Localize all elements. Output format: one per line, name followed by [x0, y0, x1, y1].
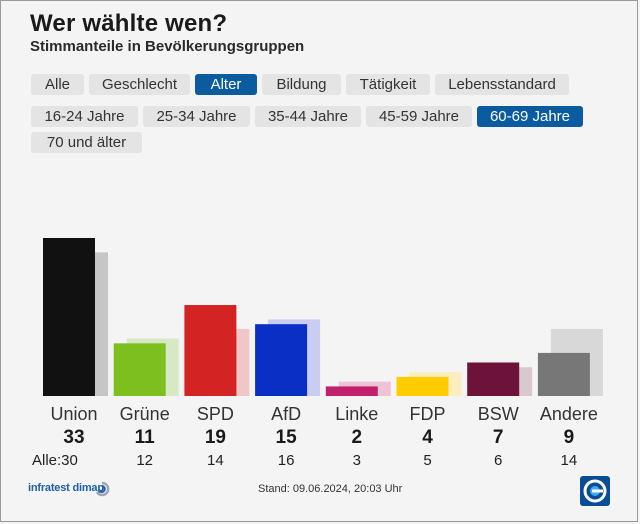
- all-value-label-linke: 3: [353, 452, 361, 469]
- bar-afd: [255, 324, 308, 396]
- party-label-gruene: Grüne: [120, 404, 170, 424]
- age-tab-70-plus[interactable]: 70 und älter: [31, 132, 142, 153]
- age-tab-16-24[interactable]: 16-24 Jahre: [31, 106, 138, 127]
- party-label-andere: Andere: [540, 404, 598, 424]
- age-tab-45-59[interactable]: 45-59 Jahre: [366, 106, 472, 127]
- value-label-linke: 2: [352, 427, 363, 448]
- age-tab-35-44[interactable]: 35-44 Jahre: [255, 106, 361, 127]
- party-label-afd: AfD: [271, 404, 301, 424]
- bar-bsw: [467, 362, 520, 396]
- bar-fdp: [396, 376, 449, 396]
- all-value-label-afd: 16: [278, 452, 295, 469]
- tab-geschlecht[interactable]: Geschlecht: [89, 74, 190, 95]
- source-label: infratest dimap: [28, 482, 104, 494]
- all-value-label-union: Alle:30: [32, 452, 78, 469]
- party-label-spd: SPD: [197, 404, 234, 424]
- age-tab-25-34[interactable]: 25-34 Jahre: [143, 106, 250, 127]
- chart-title: Wer wählte wen?: [30, 10, 228, 37]
- party-label-bsw: BSW: [478, 404, 519, 424]
- tab-alle[interactable]: Alle: [31, 74, 84, 95]
- chart-subtitle: Stimmanteile in Bevölkerungsgruppen: [30, 38, 305, 55]
- bar-linke: [325, 386, 378, 396]
- value-label-andere: 9: [564, 427, 575, 448]
- bar-gruene: [113, 343, 166, 396]
- party-label-linke: Linke: [335, 404, 378, 424]
- party-label-fdp: FDP: [410, 404, 446, 424]
- party-label-union: Union: [50, 404, 97, 424]
- tab-taetigkeit[interactable]: Tätigkeit: [346, 74, 430, 95]
- tab-bildung[interactable]: Bildung: [262, 74, 341, 95]
- bar-andere: [537, 352, 590, 396]
- all-value-label-spd: 14: [207, 452, 224, 469]
- age-tab-60-69[interactable]: 60-69 Jahre: [477, 106, 583, 127]
- value-label-fdp: 4: [422, 427, 433, 448]
- bar-union: [43, 238, 95, 396]
- value-label-union: 33: [63, 427, 84, 448]
- all-value-label-andere: 14: [561, 452, 578, 469]
- all-value-label-bsw: 6: [494, 452, 502, 469]
- timestamp: Stand: 09.06.2024, 20:03 Uhr: [258, 483, 403, 495]
- bar-chart: Union 33 Alle:30 Grüne 11 12 SPD 19 14 AfD 15 16 Lin…: [32, 238, 603, 469]
- all-value-label-fdp: 5: [423, 452, 431, 469]
- tab-lebensstandard[interactable]: Lebensstandard: [435, 74, 569, 95]
- value-label-afd: 15: [276, 427, 298, 448]
- bar-spd: [184, 305, 237, 396]
- value-label-spd: 19: [205, 427, 226, 448]
- all-value-label-gruene: 12: [136, 452, 153, 469]
- value-label-gruene: 11: [135, 427, 156, 448]
- ard-logo-icon: [580, 476, 610, 506]
- infratest-logo-icon: [95, 481, 110, 497]
- tab-alter[interactable]: Alter: [195, 74, 257, 95]
- value-label-bsw: 7: [493, 427, 504, 448]
